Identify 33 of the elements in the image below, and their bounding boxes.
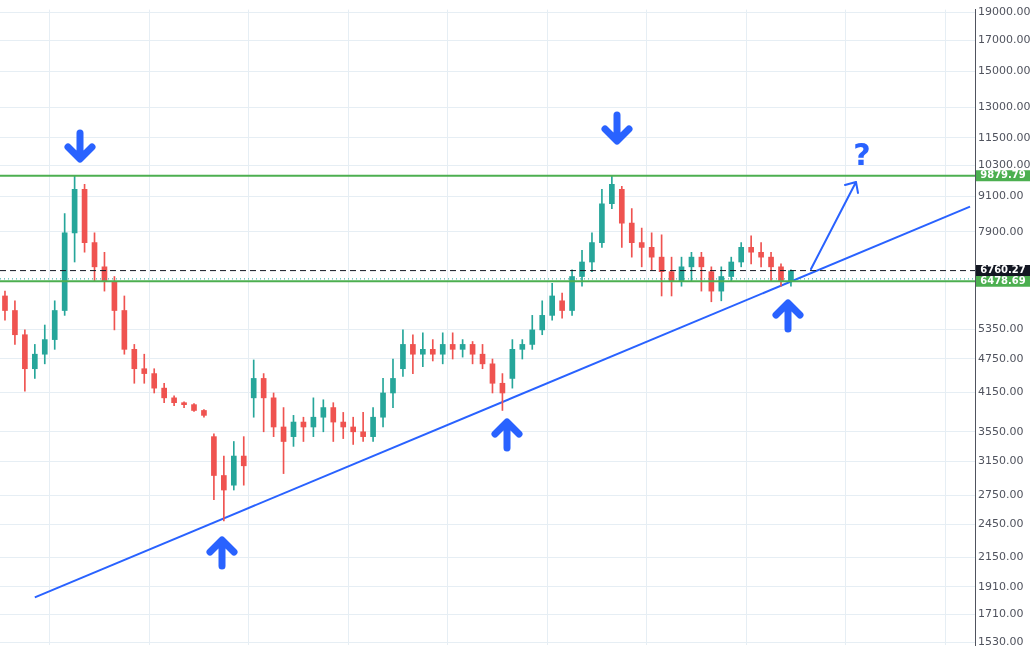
y-tick-label: 1910.00 <box>978 579 1024 593</box>
ref-line-label: 6760.27 <box>980 264 1026 276</box>
y-tick-label: 1530.00 <box>978 634 1024 648</box>
candlestick <box>360 412 366 442</box>
y-tick-label: 3550.00 <box>978 424 1024 438</box>
candlestick <box>748 235 754 265</box>
y-tick-label: 11500.00 <box>978 130 1030 144</box>
y-tick-label: 4150.00 <box>978 385 1024 399</box>
y-tick-label: 15000.00 <box>978 64 1030 78</box>
candlestick <box>141 353 148 384</box>
candlestick <box>240 436 247 486</box>
y-tick-label: 2150.00 <box>978 549 1024 563</box>
y-tick-label: 2750.00 <box>978 488 1024 502</box>
ref-line-label: 6478.69 <box>980 274 1026 286</box>
y-tick-label: 1710.00 <box>978 607 1024 621</box>
y-tick-label: 3150.00 <box>978 454 1024 468</box>
y-tick-label: 2450.00 <box>978 517 1024 531</box>
candlestick <box>638 227 645 268</box>
y-tick-label: 17000.00 <box>978 32 1030 46</box>
candlestick <box>350 416 357 445</box>
candlestick <box>340 412 347 439</box>
y-tick-label: 4750.00 <box>978 351 1024 365</box>
y-tick-label: 9100.00 <box>978 189 1024 203</box>
candlestick <box>758 242 764 268</box>
candlestick <box>420 332 426 368</box>
y-tick-label: 5350.00 <box>978 321 1024 335</box>
y-tick-label: 13000.00 <box>978 99 1030 113</box>
candlestick <box>221 455 227 522</box>
y-tick-label: 7900.00 <box>978 224 1024 238</box>
y-tick-label: 19000.00 <box>978 5 1030 19</box>
ref-line-label: 9879.79 <box>980 169 1026 181</box>
candlestick <box>449 332 456 360</box>
annotation: ? <box>853 137 871 173</box>
